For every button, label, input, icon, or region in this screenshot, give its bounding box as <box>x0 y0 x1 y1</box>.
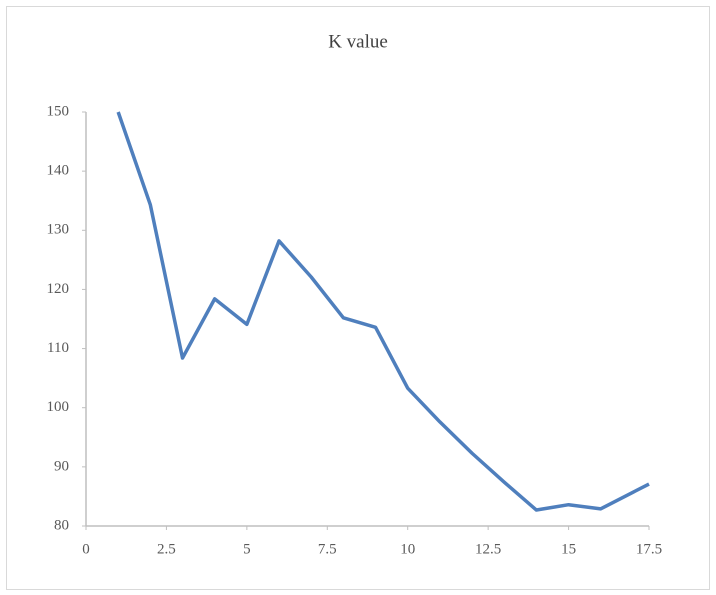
x-tick-label: 12.5 <box>475 541 501 557</box>
x-tick-label: 10 <box>400 541 415 557</box>
y-tick-label: 130 <box>47 222 70 238</box>
x-tick-label: 0 <box>82 541 90 557</box>
x-tick-label: 5 <box>243 541 251 557</box>
y-tick-label: 100 <box>47 399 70 415</box>
chart-title: K value <box>328 31 388 52</box>
data-line <box>116 111 650 512</box>
chart-frame <box>6 6 710 590</box>
y-tick-label: 150 <box>47 103 70 119</box>
y-tick-label: 140 <box>47 163 70 179</box>
x-tick-label: 7.5 <box>318 541 337 557</box>
x-tick-label: 17.5 <box>636 541 662 557</box>
y-tick-label: 110 <box>47 340 69 356</box>
y-tick-label: 90 <box>54 458 69 474</box>
x-tick-label: 2.5 <box>157 541 176 557</box>
y-tick-label: 120 <box>47 281 70 297</box>
y-tick-label: 80 <box>54 517 69 533</box>
x-tick-label: 15 <box>561 541 576 557</box>
